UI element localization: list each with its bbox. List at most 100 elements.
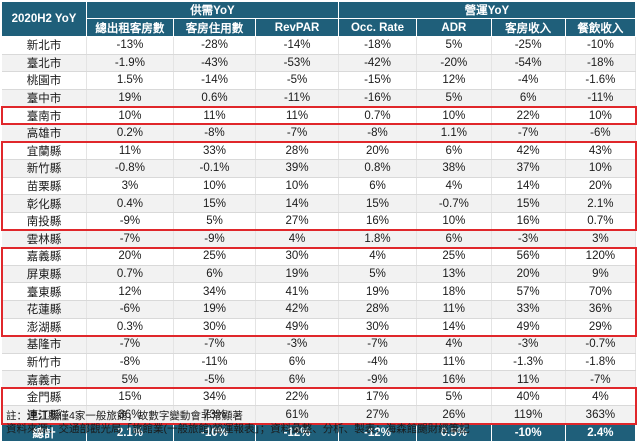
value-cell: 12% xyxy=(416,71,492,90)
value-cell: 5% xyxy=(416,36,492,55)
table-row: 花蓮縣 -6% 19% 42% 28% 11% 33% 36% xyxy=(2,300,637,319)
total-cell: -10% xyxy=(491,423,566,441)
value-cell: -8% xyxy=(338,124,418,143)
value-cell: 0.3% xyxy=(86,318,174,337)
table-row: 新竹市 -8% -11% 6% -4% 11% -1.3% -1.8% xyxy=(2,353,637,372)
value-cell: -9% xyxy=(338,370,418,389)
value-cell: 42% xyxy=(491,142,566,161)
value-cell: 14% xyxy=(255,194,339,213)
total-cell: 0.5% xyxy=(416,423,492,441)
value-cell: -9% xyxy=(86,212,174,231)
value-cell: 10% xyxy=(416,106,492,125)
table-row: 新竹縣 -0.8% -0.1% 39% 0.8% 38% 37% 10% xyxy=(2,159,637,178)
value-cell: 33% xyxy=(173,142,257,161)
column-header: 餐飲收入 xyxy=(565,18,637,37)
city-cell: 金門縣 xyxy=(2,388,88,407)
table-row: 新北市 -13% -28% -14% -18% 5% -25% -10% xyxy=(2,36,637,55)
value-cell: -7% xyxy=(338,335,418,354)
table-row: 彰化縣 0.4% 15% 14% 15% -0.7% 15% 2.1% xyxy=(2,194,637,213)
value-cell: 0.6% xyxy=(173,89,257,108)
value-cell: 27% xyxy=(338,405,418,425)
value-cell: 28% xyxy=(255,142,339,161)
value-cell: 10% xyxy=(416,212,492,231)
value-cell: 5% xyxy=(416,89,492,108)
value-cell: 49% xyxy=(255,318,339,337)
value-cell: -3% xyxy=(255,335,339,354)
value-cell: -54% xyxy=(491,54,566,73)
column-header: 客房住用數 xyxy=(173,18,257,37)
table-row: 雲林縣 -7% -9% 4% 1.8% 6% -3% 3% xyxy=(2,230,637,249)
value-cell: 20% xyxy=(565,177,637,196)
value-cell: 6% xyxy=(255,353,339,372)
value-cell: 10% xyxy=(565,159,637,178)
value-cell: 25% xyxy=(173,247,257,266)
value-cell: 6% xyxy=(416,142,492,161)
value-cell: 19% xyxy=(338,282,418,301)
value-cell: 56% xyxy=(491,247,566,266)
table-row: 澎湖縣 0.3% 30% 49% 30% 14% 49% 29% xyxy=(2,318,637,337)
value-cell: 5% xyxy=(416,388,492,407)
city-cell: 澎湖縣 xyxy=(2,318,88,337)
value-cell: -18% xyxy=(338,36,418,55)
value-cell: 20% xyxy=(338,142,418,161)
table-row: 嘉義市 5% -5% 6% -9% 16% 11% -7% xyxy=(2,370,637,389)
table-row: 臺東縣 12% 34% 41% 19% 18% 57% 70% xyxy=(2,282,637,301)
value-cell: 10% xyxy=(565,106,637,125)
value-cell: 6% xyxy=(173,265,257,284)
header-column-row: 總出租客房數 客房住用數 RevPAR Occ. Rate ADR 客房收入 餐… xyxy=(2,18,637,37)
value-cell: -18% xyxy=(565,54,637,73)
value-cell: 20% xyxy=(491,265,566,284)
value-cell: 12% xyxy=(86,282,174,301)
value-cell: 29% xyxy=(565,318,637,337)
value-cell: -14% xyxy=(173,71,257,90)
value-cell: 5% xyxy=(86,370,174,389)
value-cell: 34% xyxy=(173,388,257,407)
value-cell: 0.7% xyxy=(565,212,637,231)
value-cell: -10% xyxy=(565,36,637,55)
value-cell: 6% xyxy=(338,177,418,196)
table-row: 南投縣 -9% 5% 27% 16% 10% 16% 0.7% xyxy=(2,212,637,231)
value-cell: 14% xyxy=(416,318,492,337)
value-cell: 363% xyxy=(565,405,637,425)
value-cell: 10% xyxy=(255,177,339,196)
value-cell: -4% xyxy=(338,353,418,372)
value-cell: 11% xyxy=(86,142,174,161)
total-label: 總計 xyxy=(2,423,88,441)
value-cell: -0.8% xyxy=(86,159,174,178)
value-cell: 4% xyxy=(338,247,418,266)
value-cell: 120% xyxy=(565,247,637,266)
value-cell: 30% xyxy=(255,247,339,266)
value-cell: 4% xyxy=(255,230,339,249)
value-cell: -7% xyxy=(86,335,174,354)
value-cell: 57% xyxy=(491,282,566,301)
column-header: 總出租客房數 xyxy=(86,18,174,37)
value-cell: -0.7% xyxy=(416,194,492,213)
value-cell: 15% xyxy=(491,194,566,213)
total-cell: -12% xyxy=(255,423,339,441)
value-cell: 22% xyxy=(255,388,339,407)
value-cell: 13% xyxy=(416,265,492,284)
table-row: 桃園市 1.5% -14% -5% -15% 12% -4% -1.6% xyxy=(2,71,637,90)
value-cell: 28% xyxy=(338,300,418,319)
value-cell: 10% xyxy=(86,106,174,125)
value-cell: -13% xyxy=(86,36,174,55)
value-cell: -15% xyxy=(338,71,418,90)
table-row: 嘉義縣 20% 25% 30% 4% 25% 56% 120% xyxy=(2,247,637,266)
table-row: 苗栗縣 3% 10% 10% 6% 4% 14% 20% xyxy=(2,177,637,196)
footnotes: 註：連江縣僅4家一般旅館，故數字變動會非常顯著 資料來源：交通部觀光局「旅館業(… xyxy=(6,410,470,436)
value-cell: 11% xyxy=(491,370,566,389)
value-cell: -16% xyxy=(338,89,418,108)
table-row: 宜蘭縣 11% 33% 28% 20% 6% 42% 43% xyxy=(2,142,637,161)
value-cell: -7% xyxy=(173,335,257,354)
city-cell: 臺北市 xyxy=(2,54,88,73)
value-cell: -11% xyxy=(255,89,339,108)
value-cell: 1.1% xyxy=(416,124,492,143)
value-cell: 39% xyxy=(255,159,339,178)
value-cell: 15% xyxy=(338,194,418,213)
value-cell: 14% xyxy=(491,177,566,196)
column-header: Occ. Rate xyxy=(338,18,418,37)
city-cell: 高雄市 xyxy=(2,124,88,143)
source-line: 資料來源：交通部觀光局「旅館業(一般旅館)營運報表」；資料彙整、分析、製表：海森… xyxy=(6,423,470,435)
value-cell: -9% xyxy=(173,230,257,249)
value-cell: 30% xyxy=(173,318,257,337)
